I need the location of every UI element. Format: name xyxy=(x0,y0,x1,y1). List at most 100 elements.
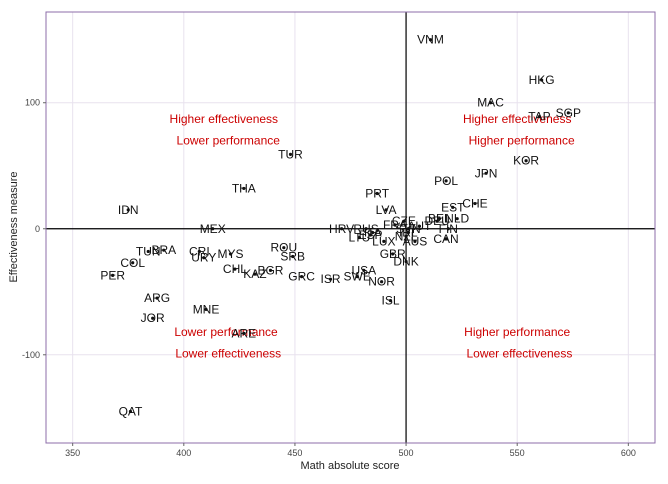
quadrant-annotation: Lower effectiveness xyxy=(175,347,281,361)
country-label: NLD xyxy=(445,212,469,226)
data-point xyxy=(404,234,408,238)
country-label: TUR xyxy=(278,147,303,161)
quadrant-annotation: Higher effectiveness xyxy=(463,112,572,126)
country-label: MAC xyxy=(477,96,504,110)
country-label: JOR xyxy=(141,311,165,325)
y-tick-label: -100 xyxy=(22,350,40,360)
quadrant-annotation: Higher effectiveness xyxy=(170,112,279,126)
x-tick-label: 400 xyxy=(176,448,191,458)
data-point xyxy=(537,114,542,119)
x-tick-label: 500 xyxy=(399,448,414,458)
data-point xyxy=(126,208,130,212)
country-label: CAN xyxy=(433,232,458,246)
data-point xyxy=(340,227,344,231)
data-point xyxy=(355,275,359,279)
country-label: PER xyxy=(100,268,125,282)
data-point xyxy=(146,249,150,254)
data-point xyxy=(131,261,135,265)
country-label: GRC xyxy=(288,270,315,284)
data-point xyxy=(375,191,379,196)
country-label: IDN xyxy=(118,203,139,217)
data-point xyxy=(540,78,544,82)
y-axis-ticks: -100 0 100 xyxy=(22,98,46,360)
country-label: JPN xyxy=(475,166,498,180)
country-label: HRV xyxy=(329,222,354,236)
y-axis-title: Effectiveness measure xyxy=(8,171,20,282)
country-label: RUS xyxy=(353,222,378,236)
country-label: BGR xyxy=(257,263,283,277)
data-point xyxy=(404,259,408,264)
quadrant-annotation: Higher performance xyxy=(469,134,575,148)
country-label: ARE xyxy=(231,326,256,340)
country-label: KAZ xyxy=(243,267,266,281)
country-label: AUT xyxy=(407,219,432,233)
country-label: CHL xyxy=(223,262,247,276)
country-label: ROU xyxy=(270,241,297,255)
country-label: DEU xyxy=(425,214,450,228)
data-point xyxy=(233,267,237,271)
data-point xyxy=(402,219,406,223)
data-point xyxy=(391,252,395,256)
data-points xyxy=(111,38,570,414)
data-point xyxy=(288,152,293,157)
x-tick-label: 450 xyxy=(287,448,302,458)
data-point xyxy=(162,248,166,252)
quadrant-annotations: Higher effectiveness Lower performance Hig… xyxy=(170,112,575,360)
quadrant-annotation: Lower effectiveness xyxy=(466,347,572,361)
data-point xyxy=(413,239,417,243)
country-label: POL xyxy=(434,174,458,188)
data-point xyxy=(524,159,528,163)
quadrant-annotation: Lower performance xyxy=(177,134,281,148)
country-label: QAT xyxy=(119,404,143,418)
data-point xyxy=(371,230,375,235)
country-label: MEX xyxy=(200,222,226,236)
country-label: ESP xyxy=(358,228,382,242)
data-point xyxy=(382,239,386,243)
data-point xyxy=(435,219,439,223)
country-label: LVA xyxy=(376,203,397,217)
data-point xyxy=(406,227,410,231)
country-label: VNM xyxy=(417,33,444,47)
data-point xyxy=(155,296,159,300)
country-label: ITA xyxy=(364,226,382,240)
country-label: KOR xyxy=(513,154,539,168)
country-label: ISL xyxy=(381,294,399,308)
data-point xyxy=(151,316,155,320)
country-label: DNK xyxy=(393,255,418,269)
plot-frame xyxy=(45,11,656,444)
country-label: NZL xyxy=(395,229,418,243)
quadrant-annotation: Higher performance xyxy=(464,325,570,339)
country-label: ARG xyxy=(144,291,170,305)
country-label: SRB xyxy=(280,249,305,263)
x-tick-label: 350 xyxy=(65,448,80,458)
data-point xyxy=(111,273,115,277)
data-point xyxy=(388,298,393,303)
country-label: LUX xyxy=(372,234,395,248)
data-point xyxy=(282,246,286,250)
data-point xyxy=(446,227,450,231)
country-label: PRT xyxy=(365,186,389,200)
data-point xyxy=(300,275,304,279)
data-point xyxy=(566,111,570,115)
data-point xyxy=(417,224,422,228)
y-tick-label: 0 xyxy=(35,224,40,234)
data-point xyxy=(444,237,448,241)
quadrant-annotation: Lower performance xyxy=(174,325,278,339)
data-point xyxy=(384,208,388,212)
data-point xyxy=(406,230,410,235)
data-point xyxy=(204,307,208,312)
y-tick-label: 100 xyxy=(25,98,40,108)
data-point xyxy=(364,227,368,231)
country-label: HKG xyxy=(529,73,555,87)
data-point xyxy=(253,272,257,276)
data-point xyxy=(488,101,493,105)
data-point xyxy=(368,233,373,237)
country-label: CZE xyxy=(392,214,416,228)
data-point xyxy=(484,171,488,175)
data-point xyxy=(291,254,295,259)
data-point xyxy=(357,235,361,240)
country-label: LTU xyxy=(348,231,370,245)
